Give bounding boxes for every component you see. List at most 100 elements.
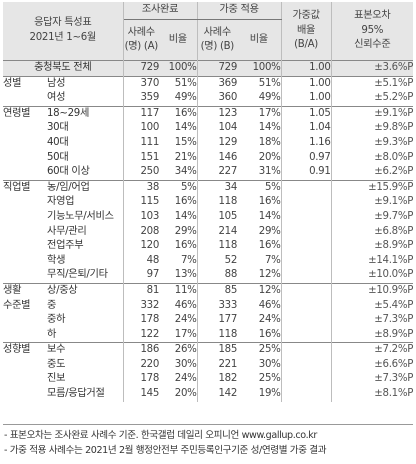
subgroup-label: 30대 — [47, 121, 124, 136]
ratio-a: 7% — [159, 253, 198, 269]
weight-ratio: 1.00 — [281, 91, 332, 107]
subgroup-label: 기능노무/서비스 — [47, 209, 124, 225]
weight-ratio: 0.97 — [281, 150, 332, 166]
moe-header: 표본오차 95% 신뢰수준 — [331, 2, 414, 61]
cases-b: 360 — [218, 92, 238, 104]
weight-ratio — [281, 268, 332, 284]
cases-b: 118 — [218, 196, 238, 208]
margin-of-error: ±8.9%P — [374, 240, 414, 252]
cases-b: 214 — [218, 225, 238, 237]
cases-a: 178 — [140, 314, 160, 326]
ratio-b: 18% — [237, 135, 282, 151]
cases-a: 250 — [140, 166, 160, 178]
ratio-b: 51% — [237, 75, 282, 92]
ratio-a: 14% — [159, 209, 198, 225]
table-row: 성별 남성 370 51% 369 51% 1.00 ±5.1%P — [3, 75, 414, 92]
weight-ratio: 0.91 — [281, 165, 332, 181]
weight-ratio — [281, 357, 332, 373]
cases-b-l1: 사례수 — [203, 27, 232, 38]
ratio-a: 51% — [159, 75, 198, 92]
weight-ratio-l3: (B/A) — [294, 39, 318, 51]
cases-a: 122 — [140, 328, 160, 340]
ratio-a: 30% — [159, 357, 198, 373]
title-line1: 응답자 특성표 — [34, 17, 92, 29]
cases-b: 185 — [197, 342, 238, 358]
table-row: 60대 이상 250 34% 227 31% 0.91 ±6.2%P — [3, 165, 413, 181]
weight-ratio — [281, 313, 332, 328]
subgroup-label: 40대 — [47, 135, 124, 151]
category-label: 생활 — [3, 282, 47, 299]
cases-a-l1: 사례수 — [127, 27, 156, 38]
margin-of-error: ±14.1%P — [368, 254, 414, 266]
ratio-b: 14% — [237, 209, 282, 225]
weight-ratio — [281, 224, 332, 240]
moe-l3: 신뢰수준 — [354, 39, 391, 51]
ratio-b-header: 비율 — [237, 19, 282, 61]
ratio-b: 7% — [237, 253, 282, 269]
table-row: 30대 100 14% 104 14% 1.04 ±9.8%P — [3, 121, 413, 136]
weight-ratio — [281, 282, 332, 299]
table-row: 자영업 115 16% 118 16% ±9.1%P — [3, 195, 413, 210]
margin-of-error: ±5.4%P — [374, 299, 414, 311]
total-row: 충청북도 전체 729 100% 729 100% 1.00 ±3.6%P — [3, 60, 414, 77]
category-blank — [3, 387, 47, 402]
total-label: 충청북도 전체 — [3, 60, 124, 77]
ratio-a: 16% — [159, 239, 198, 254]
weight-ratio-l2: 배율 — [296, 24, 316, 36]
category-blank — [3, 151, 47, 166]
ratio-a: 20% — [159, 387, 198, 402]
weight-ratio — [281, 179, 332, 196]
subgroup-label: 중하 — [47, 313, 124, 328]
ratio-a: 16% — [159, 105, 198, 122]
table-row: 생활 상/중상 81 11% 85 12% ±10.9%P — [3, 282, 414, 299]
ratio-a-header: 비율 — [159, 19, 198, 61]
subgroup-label: 상/중상 — [47, 282, 124, 299]
cases-a: 117 — [123, 105, 160, 122]
margin-of-error: ±6.6%P — [374, 358, 414, 370]
margin-of-error: ±15.9%P — [331, 179, 414, 196]
margin-of-error: ±8.1%P — [374, 388, 414, 400]
cases-a: 359 — [140, 92, 160, 104]
cases-a: 370 — [123, 75, 160, 92]
margin-of-error: ±6.8%P — [374, 225, 414, 237]
weight-ratio — [281, 372, 332, 388]
moe-l2: 95% — [361, 24, 384, 36]
ratio-b: 17% — [237, 105, 282, 122]
subgroup-label: 사무/관리 — [47, 224, 124, 240]
stats-table: 응답자 특성표 2021년 1~6월 조사완료 가중 적용 가중값 배율 (B/… — [3, 2, 414, 402]
weight-ratio: 1.00 — [281, 75, 332, 92]
table-row: 하 122 17% 118 16% ±8.9%P — [3, 327, 413, 343]
cases-a: 100 — [140, 122, 160, 134]
table-row: 중도 220 30% 221 30% ±6.6%P — [3, 357, 414, 373]
subgroup-label: 무직/은퇴/기타 — [47, 268, 124, 284]
ratio-a: 5% — [159, 179, 198, 196]
ratio-b: 25% — [237, 342, 282, 358]
cases-b: 118 — [218, 328, 238, 340]
cases-b: 227 — [218, 166, 238, 178]
ratio-b: 14% — [237, 121, 282, 136]
cases-a-header: 사례수 (명) (A) — [123, 19, 160, 61]
category-blank — [3, 165, 47, 180]
weight-ratio: 1.16 — [281, 135, 332, 151]
cases-b: 333 — [218, 299, 238, 311]
subgroup-label: 60대 이상 — [47, 165, 124, 181]
ratio-a: 26% — [159, 342, 198, 358]
ratio-b: 46% — [237, 298, 282, 314]
footnote-1: - 표본오차는 조사완료 사례수 기준. 한국갤럽 데일리 오피니언 www.g… — [4, 430, 317, 441]
ratio-a: 16% — [159, 195, 198, 210]
cases-a: 103 — [140, 210, 160, 222]
table-row: 무직/은퇴/기타 97 13% 88 12% ±10.0%P — [3, 268, 414, 284]
weight-ratio — [281, 253, 332, 269]
subgroup-label: 진보 — [47, 372, 124, 388]
cases-a: 97 — [146, 269, 160, 281]
footnote-2: - 가중 적용 사례수는 2021년 2월 행정안전부 주민등록인구기준 성/연… — [4, 445, 327, 456]
subgroup-label: 하 — [47, 327, 124, 343]
table-row: 진보 178 24% 182 25% ±7.3%P — [3, 372, 413, 388]
margin-of-error: ±10.0%P — [368, 269, 414, 281]
margin-of-error: ±7.2%P — [331, 342, 414, 358]
ratio-b: 49% — [237, 91, 282, 107]
weight-ratio — [281, 209, 332, 225]
cases-b-l2: (명) (B) — [200, 41, 235, 52]
ratio-a: 15% — [159, 135, 198, 151]
